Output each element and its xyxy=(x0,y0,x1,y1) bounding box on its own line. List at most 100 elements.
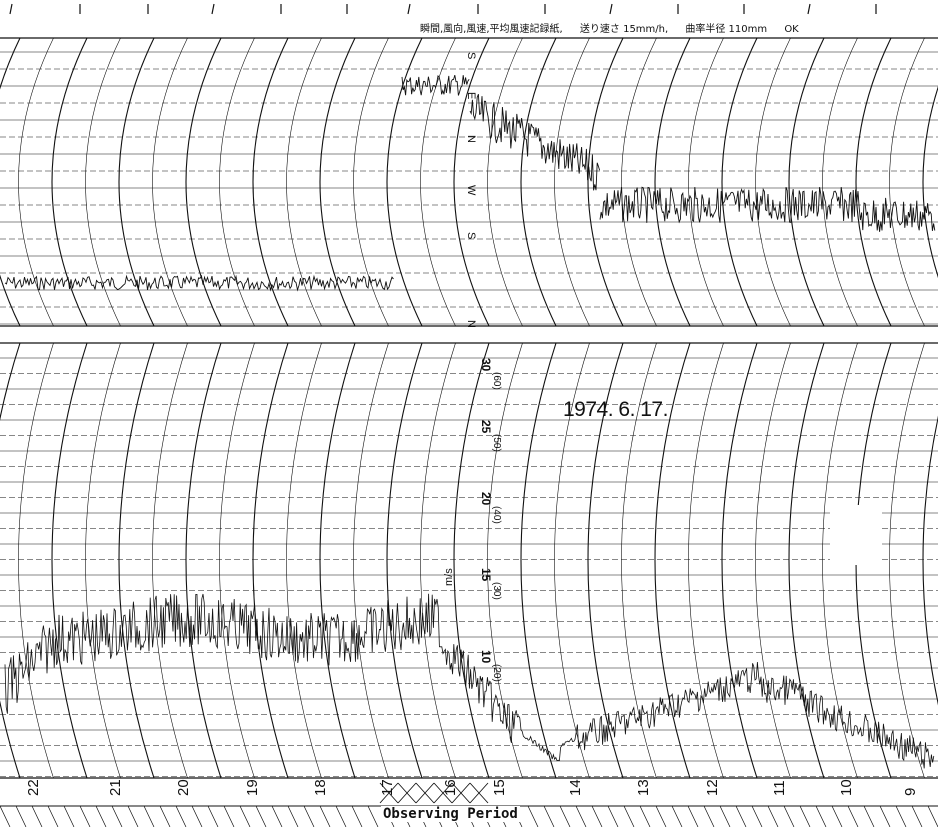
header-title: 瞬間,風向,風速,平均風速記録紙, xyxy=(420,24,563,35)
time-arc xyxy=(152,37,188,327)
strip-hatch xyxy=(847,805,859,827)
strip-hatch xyxy=(351,805,363,827)
strip-hatch xyxy=(879,805,891,827)
time-arc xyxy=(85,37,121,327)
strip-hatch xyxy=(335,805,347,827)
time-arc xyxy=(654,37,691,327)
record-date: 1974. 6. 17. xyxy=(563,398,668,421)
time-arc xyxy=(554,342,590,779)
strip-hatch xyxy=(831,805,843,827)
time-arc xyxy=(788,342,825,779)
time-arc xyxy=(118,342,155,779)
strip-hatch xyxy=(111,805,123,827)
time-arc xyxy=(18,342,54,779)
time-arc xyxy=(822,342,858,779)
time-arc xyxy=(420,37,456,327)
time-arc xyxy=(252,342,289,779)
time-arc xyxy=(286,37,322,327)
header-feed-speed: 送り速さ 15mm/h, xyxy=(579,24,669,35)
chart-header: 瞬間,風向,風速,平均風速記録紙, 送り速さ 15mm/h, 曲率半径 110m… xyxy=(420,20,813,35)
strip-hatch xyxy=(527,805,539,827)
time-arc xyxy=(51,342,88,779)
top-tick xyxy=(407,3,411,15)
strip-hatch xyxy=(207,805,219,827)
time-arc xyxy=(453,342,490,779)
time-arc xyxy=(286,342,322,779)
direction-label: N xyxy=(465,320,477,328)
recorded-traces xyxy=(4,74,936,769)
time-arc xyxy=(922,415,938,706)
period-hatch xyxy=(451,782,471,804)
strip-hatch xyxy=(159,805,171,827)
time-arc xyxy=(621,37,657,327)
speed-label-alt: (20) xyxy=(491,664,502,682)
speed-label: 15 xyxy=(479,568,493,582)
strip-hatch xyxy=(735,805,747,827)
strip-hatch xyxy=(319,805,331,827)
period-hatch xyxy=(469,782,489,804)
strip-hatch xyxy=(303,805,315,827)
hour-tick-label: 9 xyxy=(902,788,919,796)
hour-tick-label: 19 xyxy=(244,779,261,796)
top-tick xyxy=(211,3,215,15)
speed-label-alt: (30) xyxy=(491,582,502,600)
time-arc xyxy=(554,37,590,327)
time-arc xyxy=(788,37,825,327)
strip-hatch xyxy=(79,805,91,827)
time-arc xyxy=(319,342,356,779)
speed-label: 20 xyxy=(479,492,493,506)
time-arc xyxy=(185,37,222,327)
paper-blank xyxy=(830,505,882,565)
strip-hatch xyxy=(239,805,251,827)
strip-hatch xyxy=(639,805,651,827)
time-arc xyxy=(587,37,624,327)
top-tick xyxy=(807,3,811,15)
strip-hatch xyxy=(623,805,635,827)
strip-hatch xyxy=(127,805,139,827)
hour-tick-label: 11 xyxy=(771,780,788,796)
time-arc xyxy=(889,342,925,779)
hour-tick-label: 16 xyxy=(442,779,459,796)
strip-hatch xyxy=(31,805,43,827)
period-hatch xyxy=(415,782,435,804)
strip-hatch xyxy=(287,805,299,827)
strip-hatch xyxy=(191,805,203,827)
speed-label: 10 xyxy=(479,650,493,664)
header-radius: 曲率半径 110mm xyxy=(685,24,768,35)
strip-hatch xyxy=(927,805,938,827)
strip-hatch xyxy=(575,805,587,827)
time-arc xyxy=(0,37,21,327)
speed-label-alt: (50) xyxy=(491,434,502,452)
strip-hatch xyxy=(863,805,875,827)
time-arc xyxy=(922,85,938,279)
speed-label-alt: (60) xyxy=(491,372,502,390)
hour-tick-label: 12 xyxy=(704,779,721,796)
strip-hatch xyxy=(767,805,779,827)
strip-hatch xyxy=(911,805,923,827)
time-arc xyxy=(822,37,858,327)
strip-hatch xyxy=(815,805,827,827)
hour-tick-label: 14 xyxy=(567,779,584,796)
time-arc xyxy=(520,342,557,779)
top-tick xyxy=(9,3,13,15)
time-arc xyxy=(755,342,791,779)
direction-label: W xyxy=(465,185,477,196)
period-hatch xyxy=(433,782,453,804)
top-tick xyxy=(609,3,613,15)
strip-hatch xyxy=(719,805,731,827)
strip-hatch xyxy=(255,805,267,827)
direction-trace-day xyxy=(599,186,936,232)
header-ok: OK xyxy=(784,24,799,35)
direction-trace-var xyxy=(469,94,601,191)
time-arc xyxy=(353,342,389,779)
hour-tick-label: 18 xyxy=(312,779,329,796)
strip-hatch xyxy=(559,805,571,827)
strip-hatch xyxy=(591,805,603,827)
time-arc xyxy=(51,37,88,327)
hour-tick-label: 20 xyxy=(175,779,192,796)
strip-hatch xyxy=(143,805,155,827)
speed-panel-grid xyxy=(0,342,938,779)
strip-hatch xyxy=(751,805,763,827)
strip-hatch xyxy=(799,805,811,827)
hour-tick-label: 22 xyxy=(25,779,42,796)
